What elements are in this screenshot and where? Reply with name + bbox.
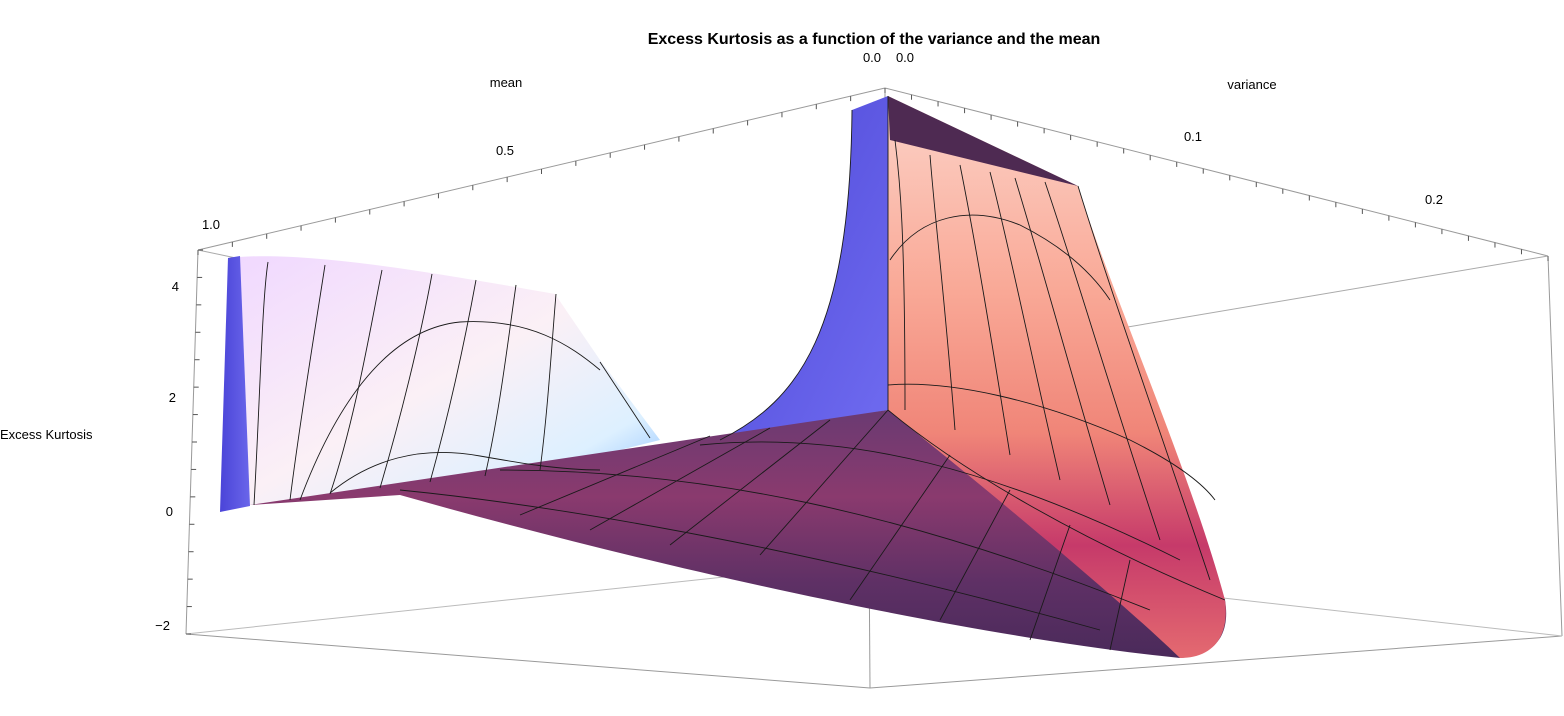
- y-axis-label: variance: [1227, 77, 1276, 92]
- surface-right-sheet: [888, 96, 1226, 658]
- surface-mesh: [253, 96, 1226, 651]
- z-tick-2: 2: [169, 390, 176, 405]
- surface-center-spike: [720, 96, 888, 440]
- tick-marks: [186, 88, 1549, 635]
- x-tick-0: 0.0: [863, 50, 881, 65]
- surface-top-strip: [888, 96, 1078, 186]
- chart-title: Excess Kurtosis as a function of the var…: [648, 31, 1101, 48]
- z-axis-label: Excess Kurtosis: [0, 427, 93, 442]
- z-tick-3: 4: [172, 279, 179, 294]
- z-tick-0: −2: [155, 618, 170, 633]
- y-tick-1: 0.1: [1184, 129, 1202, 144]
- x-tick-1: 0.5: [496, 143, 514, 158]
- surface-left-sheet: [228, 256, 660, 505]
- x-tick-2: 1.0: [202, 217, 220, 232]
- y-tick-0: 0.0: [896, 50, 914, 65]
- z-tick-1: 0: [166, 504, 173, 519]
- x-axis-label: mean: [490, 75, 523, 90]
- surface: [220, 96, 1227, 658]
- surface-left-wall: [220, 256, 250, 512]
- y-tick-2: 0.2: [1425, 192, 1443, 207]
